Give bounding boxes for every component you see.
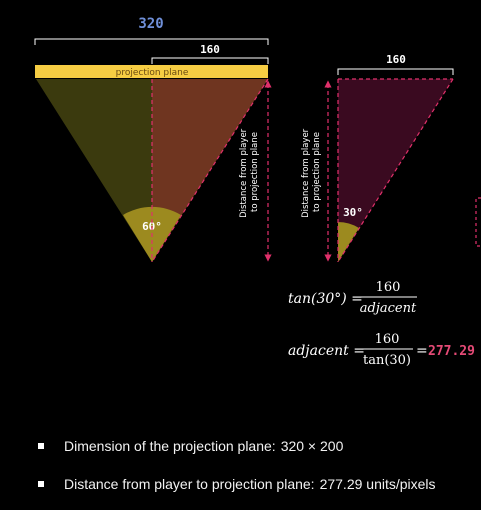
bullet-value: 320 × 200 [280,438,344,454]
total-width-label: 320 [138,16,163,32]
bullet-value: 277.29 units/pixels [319,476,436,492]
right-distance-label-line-1: Distance from player [301,128,311,218]
bullet-dot-icon [38,481,44,487]
bullet-text: Dimension of the projection plane: [64,438,276,454]
half-width-label: 160 [200,43,220,56]
bullet-dot-icon [38,443,44,449]
left-distance-label-line-2: to projection plane [250,132,260,212]
small-hypotenuse-dashed-line [337,78,454,263]
left-hypotenuse-dashed-line [151,78,269,263]
equation-2-lhs: adjacent = [288,343,365,359]
half-width-bracket [151,57,269,64]
equation-2-denominator: tan(30) [363,353,411,368]
equation-1-numerator: 160 [376,280,401,295]
equation-2-result: 277.29 [428,344,475,359]
right-distance-label-line-2: to projection plane [312,132,322,212]
offscreen-partial-shape [475,197,481,247]
total-width-bracket [34,38,269,45]
small-angle-label: 30° [343,206,363,219]
bullet-item-distance: Distance from player to projection plane… [38,474,478,494]
projection-plane-bar [35,65,268,78]
small-angle-arc [338,222,359,262]
equation-1-lhs: tan(30°) = [288,291,363,307]
equation-1-denominator: adjacent [360,301,417,316]
left-distance-label: Distance from player to projection plane [239,126,260,218]
right-distance-label: Distance from player to projection plane [301,126,322,218]
left-half-triangle [36,79,152,262]
equation-2-numerator: 160 [375,332,400,347]
left-distance-label-line-1: Distance from player [239,128,249,218]
bullet-item-dimension: Dimension of the projection plane: 320 ×… [38,436,478,456]
right-half-width-label: 160 [386,53,406,66]
projection-plane-label: projection plane [116,68,189,78]
bullet-text: Distance from player to projection plane… [64,476,315,492]
bullet-list: Dimension of the projection plane: 320 ×… [38,436,478,494]
equation-2-equals: = [416,343,428,359]
right-half-width-bracket [337,68,454,75]
